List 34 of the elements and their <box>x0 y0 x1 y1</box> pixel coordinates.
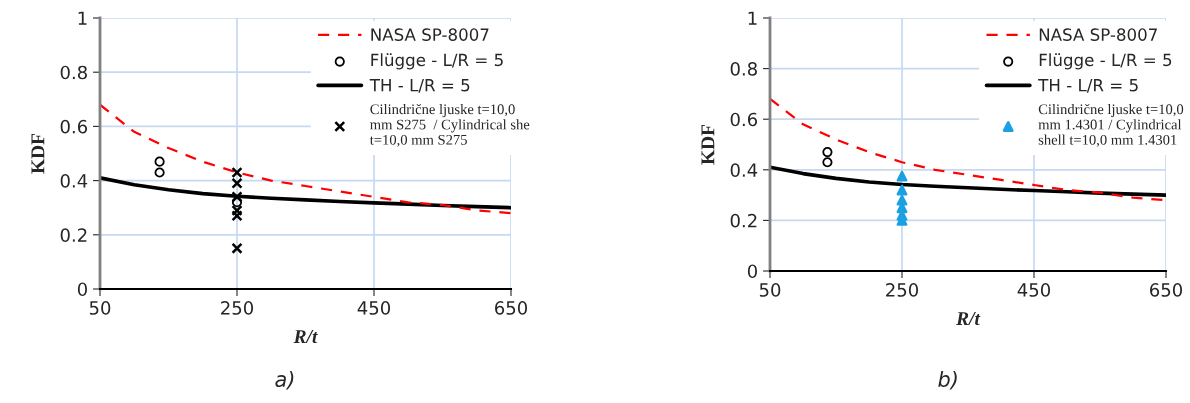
x-tick-label: 650 <box>1150 283 1183 297</box>
legend-label: NASA SP-8007 <box>1039 28 1157 41</box>
y-axis-title: KDF <box>31 133 45 174</box>
y-tick-label: 0.4 <box>730 163 758 177</box>
y-tick-label: 1 <box>78 11 87 25</box>
legend-label: Cilindrične ljuske t=10,0 mm 1.4301 / Cylindrical shell t=10,0 mm 1.4301 <box>1038 103 1184 147</box>
y-tick-label: 0.2 <box>60 228 87 242</box>
x-axis-title: R/t <box>956 312 981 326</box>
legend-label: Flügge - L/R = 5 <box>1039 53 1172 70</box>
legend-label: Cilindrične ljuske t=10,0 mm S275 / Cylindrical she t=10,0 mm S275 <box>369 103 530 147</box>
legend-label: TH - L/R = 5 <box>369 79 470 93</box>
x-tick-label: 650 <box>495 301 528 315</box>
y-tick-label: 0.4 <box>60 174 88 188</box>
y-tick-label: 0.8 <box>730 62 757 76</box>
legend-label: NASA SP-8007 <box>371 28 489 41</box>
x-tick-label: 50 <box>759 283 781 297</box>
x-tick-label: 50 <box>89 301 111 315</box>
x-tick-label: 450 <box>357 301 391 315</box>
text: a) <box>275 370 294 390</box>
y-axis-title: KDF <box>701 124 715 165</box>
x-tick-label: 250 <box>221 301 254 315</box>
y-tick-label: 1 <box>748 11 757 25</box>
y-tick-label: 0 <box>77 282 87 297</box>
y-tick-label: 0 <box>747 264 757 279</box>
y-tick-label: 0.2 <box>730 213 757 228</box>
text: b) <box>938 370 957 390</box>
y-tick-label: 0.8 <box>60 65 87 80</box>
x-tick-label: 450 <box>1017 283 1051 297</box>
legend-label: TH - L/R = 5 <box>1038 79 1138 93</box>
legend-label: Flügge - L/R = 5 <box>371 53 503 70</box>
y-tick-label: 0.6 <box>730 112 758 127</box>
x-axis-title: R/t <box>293 330 318 344</box>
x-tick-label: 250 <box>886 283 919 297</box>
y-tick-label: 0.6 <box>60 119 88 134</box>
